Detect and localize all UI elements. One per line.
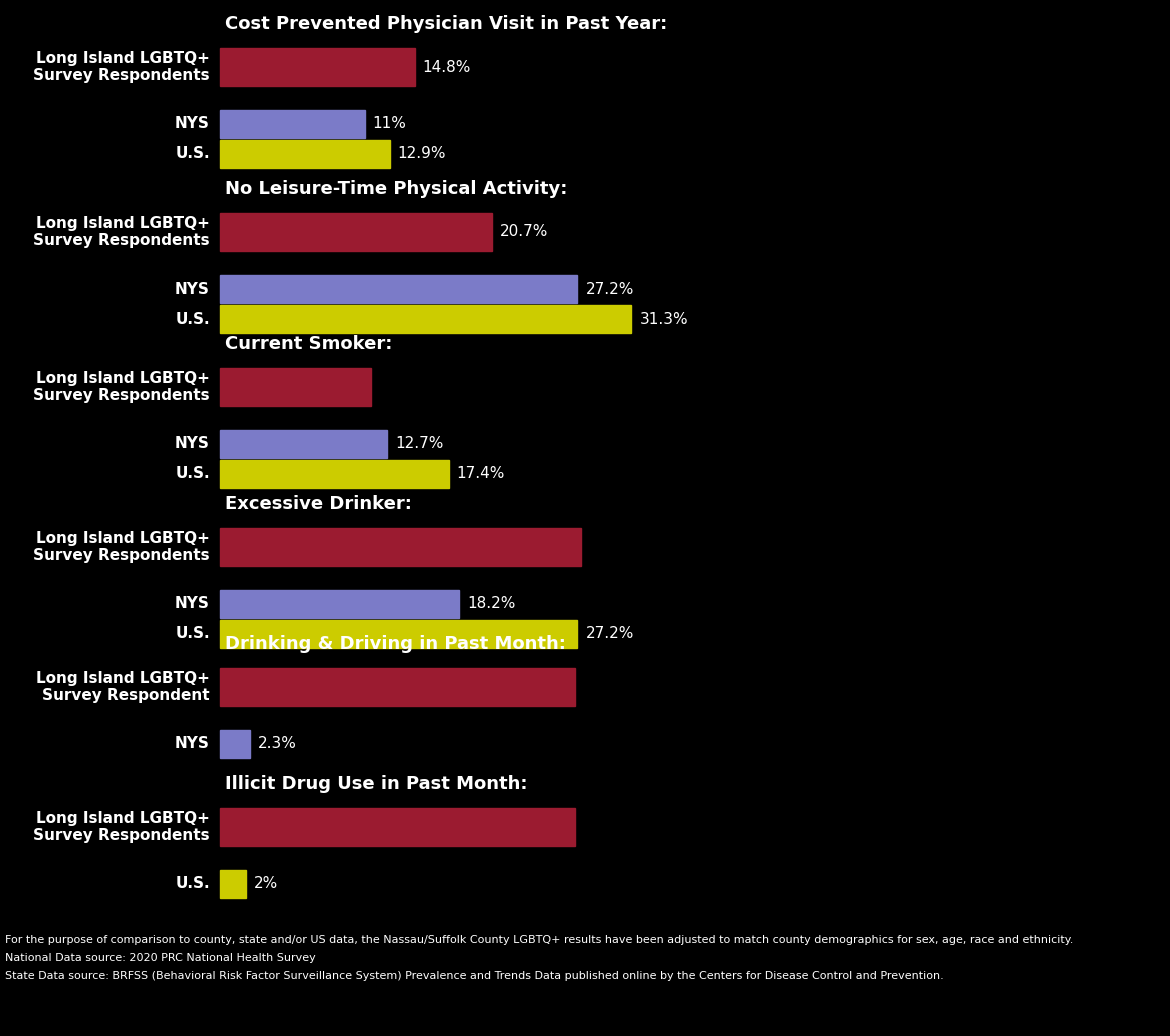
Text: 17.4%: 17.4% — [456, 466, 505, 482]
Bar — [220, 730, 250, 758]
Bar — [220, 589, 459, 618]
Text: U.S.: U.S. — [176, 146, 209, 162]
Bar — [220, 140, 390, 168]
Text: Long Island LGBTQ+
Survey Respondent: Long Island LGBTQ+ Survey Respondent — [36, 670, 209, 703]
Text: Illicit Drug Use in Past Month:: Illicit Drug Use in Past Month: — [225, 775, 528, 793]
Text: Long Island LGBTQ+
Survey Respondents: Long Island LGBTQ+ Survey Respondents — [34, 215, 209, 249]
Text: NYS: NYS — [176, 737, 209, 751]
Bar — [220, 808, 574, 846]
Text: For the purpose of comparison to county, state and/or US data, the Nassau/Suffol: For the purpose of comparison to county,… — [5, 936, 1073, 945]
Text: Long Island LGBTQ+
Survey Respondents: Long Island LGBTQ+ Survey Respondents — [34, 811, 209, 843]
Text: 2.3%: 2.3% — [259, 737, 297, 751]
Bar — [220, 430, 387, 458]
Text: 20.7%: 20.7% — [500, 225, 549, 239]
Text: U.S.: U.S. — [176, 312, 209, 326]
Bar — [220, 275, 578, 303]
Bar — [220, 110, 365, 138]
Bar — [220, 870, 247, 898]
Text: NYS: NYS — [176, 282, 209, 296]
Text: Current Smoker:: Current Smoker: — [225, 335, 392, 353]
Bar — [220, 305, 632, 333]
Text: 18.2%: 18.2% — [467, 597, 516, 611]
Text: U.S.: U.S. — [176, 466, 209, 482]
Text: Long Island LGBTQ+
Survey Respondents: Long Island LGBTQ+ Survey Respondents — [34, 51, 209, 83]
Bar — [220, 620, 578, 648]
Bar — [220, 213, 493, 251]
Text: Long Island LGBTQ+
Survey Respondents: Long Island LGBTQ+ Survey Respondents — [34, 530, 209, 564]
Text: No Leisure-Time Physical Activity:: No Leisure-Time Physical Activity: — [225, 180, 567, 198]
Text: 2%: 2% — [254, 876, 278, 892]
Text: National Data source: 2020 PRC National Health Survey: National Data source: 2020 PRC National … — [5, 953, 316, 963]
Text: 31.3%: 31.3% — [639, 312, 688, 326]
Text: NYS: NYS — [176, 116, 209, 132]
Text: Excessive Drinker:: Excessive Drinker: — [225, 495, 412, 513]
Text: Long Island LGBTQ+
Survey Respondents: Long Island LGBTQ+ Survey Respondents — [34, 371, 209, 403]
Text: Drinking & Driving in Past Month:: Drinking & Driving in Past Month: — [225, 635, 566, 653]
Bar — [220, 668, 574, 706]
Text: 12.7%: 12.7% — [395, 436, 443, 452]
Text: NYS: NYS — [176, 597, 209, 611]
Text: Cost Prevented Physician Visit in Past Year:: Cost Prevented Physician Visit in Past Y… — [225, 15, 667, 33]
Text: 27.2%: 27.2% — [585, 627, 634, 641]
Bar — [220, 368, 371, 406]
Text: U.S.: U.S. — [176, 627, 209, 641]
Text: 27.2%: 27.2% — [585, 282, 634, 296]
Text: NYS: NYS — [176, 436, 209, 452]
Text: 14.8%: 14.8% — [422, 59, 470, 75]
Bar — [220, 48, 414, 86]
Text: State Data source: BRFSS (Behavioral Risk Factor Surveillance System) Prevalence: State Data source: BRFSS (Behavioral Ris… — [5, 971, 944, 981]
Bar — [220, 528, 581, 566]
Text: 12.9%: 12.9% — [398, 146, 446, 162]
Text: U.S.: U.S. — [176, 876, 209, 892]
Bar — [220, 460, 448, 488]
Text: 11%: 11% — [372, 116, 406, 132]
